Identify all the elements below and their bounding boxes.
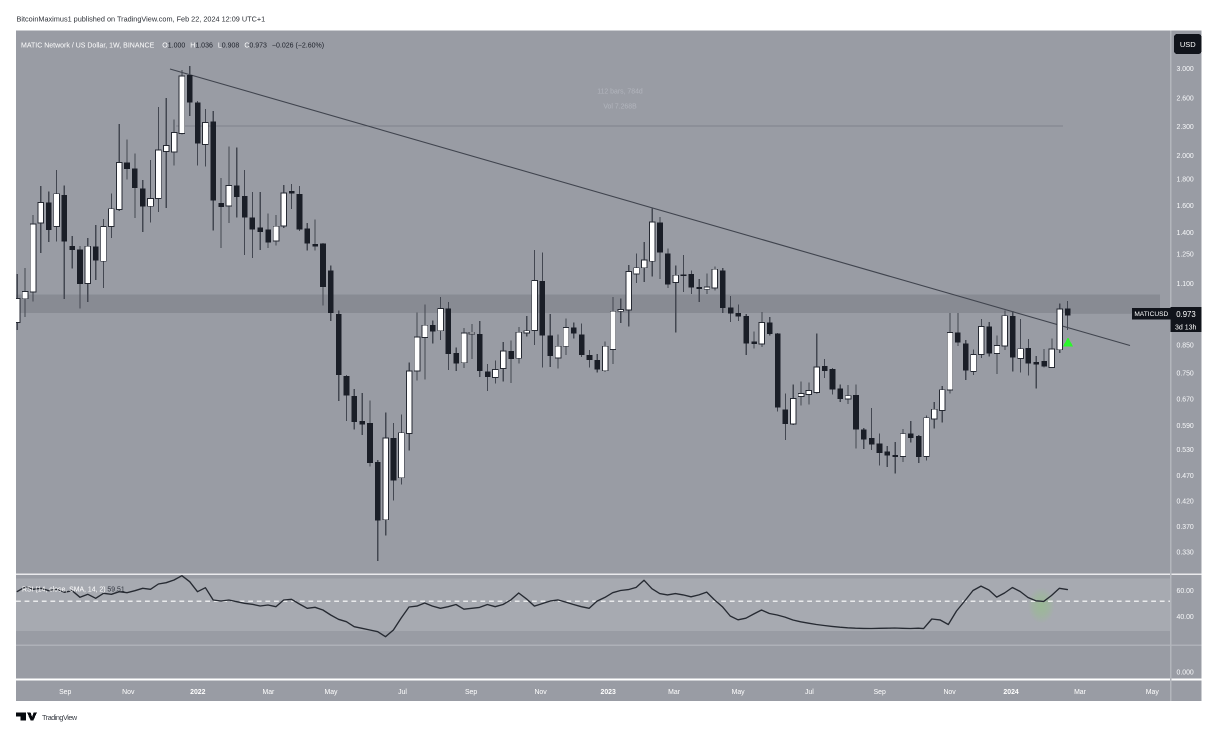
svg-text:Mar: Mar xyxy=(668,689,681,696)
svg-text:RSI (14, close, SMA, 14, 2) 59: RSI (14, close, SMA, 14, 2) 59.51 xyxy=(22,587,125,594)
svg-text:60.00: 60.00 xyxy=(1177,588,1194,595)
svg-text:0.370: 0.370 xyxy=(1177,524,1194,531)
svg-text:May: May xyxy=(732,689,746,696)
svg-text:1.250: 1.250 xyxy=(1177,252,1194,259)
svg-text:Jul: Jul xyxy=(805,689,814,696)
svg-text:Nov: Nov xyxy=(534,689,547,696)
svg-text:BitcoinMaximus1 published on T: BitcoinMaximus1 published on TradingView… xyxy=(17,15,266,24)
svg-text:Sep: Sep xyxy=(465,689,477,696)
svg-text:3.000: 3.000 xyxy=(1177,66,1194,73)
svg-text:MATICUSD: MATICUSD xyxy=(1134,311,1168,318)
svg-text:2022: 2022 xyxy=(190,689,205,696)
svg-text:Sep: Sep xyxy=(59,689,71,696)
svg-text:2.300: 2.300 xyxy=(1177,124,1194,131)
svg-text:0.590: 0.590 xyxy=(1177,423,1194,430)
svg-text:40.00: 40.00 xyxy=(1177,614,1194,621)
svg-text:3d 13h: 3d 13h xyxy=(1175,325,1197,332)
svg-text:0.470: 0.470 xyxy=(1177,473,1194,480)
svg-text:0.750: 0.750 xyxy=(1177,370,1194,377)
svg-text:0.000: 0.000 xyxy=(1177,670,1194,677)
svg-text:Jul: Jul xyxy=(398,689,407,696)
svg-text:USD: USD xyxy=(1180,40,1196,49)
svg-text:Sep: Sep xyxy=(874,689,886,696)
svg-text:112 bars, 784d: 112 bars, 784d xyxy=(597,89,643,96)
svg-text:0.530: 0.530 xyxy=(1177,447,1194,454)
svg-text:Mar: Mar xyxy=(262,689,275,696)
svg-text:1.100: 1.100 xyxy=(1177,281,1194,288)
svg-text:2023: 2023 xyxy=(601,689,616,696)
svg-text:2.000: 2.000 xyxy=(1177,153,1194,160)
svg-text:Nov: Nov xyxy=(122,689,135,696)
svg-text:0.330: 0.330 xyxy=(1177,549,1194,556)
svg-text:0.850: 0.850 xyxy=(1177,342,1194,349)
svg-text:Mar: Mar xyxy=(1074,689,1087,696)
svg-text:0.420: 0.420 xyxy=(1177,499,1194,506)
svg-text:1.600: 1.600 xyxy=(1177,203,1194,210)
svg-text:Vol 7.268B: Vol 7.268B xyxy=(603,104,637,111)
svg-text:1.800: 1.800 xyxy=(1177,177,1194,184)
svg-text:2.600: 2.600 xyxy=(1177,96,1194,103)
svg-text:0.973: 0.973 xyxy=(1176,310,1196,319)
svg-text:MATIC Network / US Dollar, 1W,: MATIC Network / US Dollar, 1W, BINANCE O1… xyxy=(21,42,324,49)
svg-text:TradingView: TradingView xyxy=(42,713,78,722)
svg-text:1.400: 1.400 xyxy=(1177,230,1194,237)
svg-text:2024: 2024 xyxy=(1003,689,1018,696)
svg-text:May: May xyxy=(1146,689,1160,696)
svg-text:May: May xyxy=(324,689,338,696)
svg-text:0.670: 0.670 xyxy=(1177,397,1194,404)
svg-text:Nov: Nov xyxy=(943,689,956,696)
